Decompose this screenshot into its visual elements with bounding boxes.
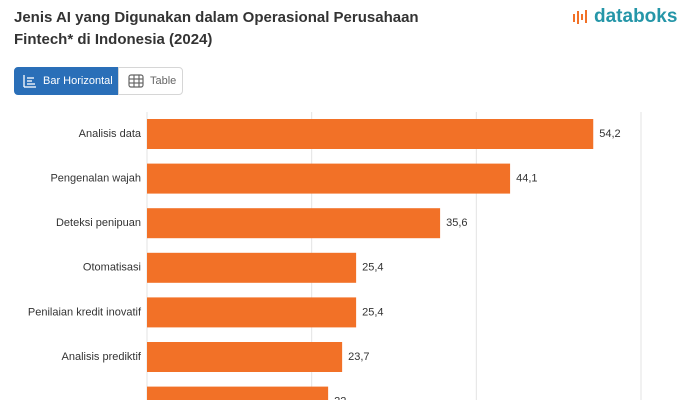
button-label: Bar Horizontal xyxy=(43,75,113,87)
y-tick-label: Analisis data xyxy=(79,128,142,140)
logo-icon xyxy=(573,10,587,24)
y-tick-label: Otomatisasi xyxy=(83,262,141,274)
logo[interactable]: databoks xyxy=(572,6,677,28)
bar-horizontal-button[interactable]: Bar Horizontal xyxy=(14,67,118,95)
bar xyxy=(147,297,357,328)
bar xyxy=(147,386,329,400)
button-label: Table xyxy=(150,75,177,87)
bar xyxy=(147,342,343,372)
bar xyxy=(147,119,594,149)
y-tick-label: Pengenalan wajah xyxy=(50,173,141,185)
table-button[interactable]: Table xyxy=(118,67,183,95)
y-tick-label: Deteksi penipuan xyxy=(56,217,141,229)
value-label: 54,2 xyxy=(599,128,620,140)
logo-text: databoks xyxy=(594,6,678,27)
icon xyxy=(128,74,144,88)
value-label: 25,4 xyxy=(362,306,383,318)
value-label: 44,1 xyxy=(516,173,537,185)
value-label: 35,6 xyxy=(446,217,467,229)
chart-title: Jenis AI yang Digunakan dalam Operasiona… xyxy=(14,9,419,48)
y-tick-label: Analisis prediktif xyxy=(62,351,142,363)
y-tick-label: Penilaian kredit inovatif xyxy=(28,306,142,318)
bar xyxy=(147,163,511,194)
value-label: 22 xyxy=(334,396,346,400)
value-label: 23,7 xyxy=(348,351,369,363)
icon xyxy=(23,75,36,88)
value-label: 25,4 xyxy=(362,262,383,274)
bar xyxy=(147,208,441,239)
bar xyxy=(147,252,357,283)
